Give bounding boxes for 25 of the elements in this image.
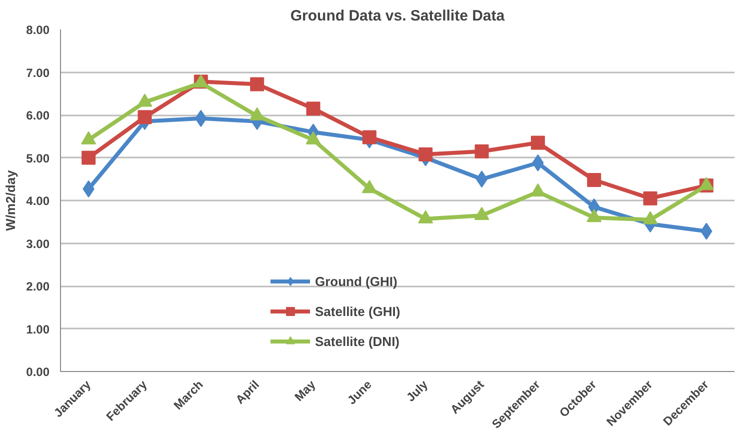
y-tick-label: 1.00	[26, 322, 50, 336]
legend-label: Ground (GHI)	[315, 274, 398, 288]
point	[82, 150, 96, 165]
point	[250, 77, 264, 92]
y-tick-label: 0.00	[26, 365, 50, 379]
point	[643, 191, 658, 206]
y-tick-label: 5.00	[26, 151, 50, 166]
point	[474, 144, 489, 158]
y-tick-label: 3.00	[26, 236, 50, 251]
point	[418, 147, 433, 162]
point	[306, 102, 320, 116]
legend-label: Satellite (GHI)	[315, 304, 400, 318]
y-tick-label: 2.00	[26, 280, 50, 294]
point	[138, 110, 152, 124]
point	[530, 136, 545, 150]
y-tick-label: 7.00	[26, 66, 50, 80]
point	[362, 130, 376, 144]
y-tick-label: 8.00	[26, 23, 50, 37]
y-axis-title: W/m2/day	[3, 169, 18, 231]
legend-label: Satellite (DNI)	[315, 334, 400, 348]
chart-title: Ground Data vs. Satellite Data	[290, 8, 506, 24]
y-tick-label: 6.00	[26, 108, 50, 122]
point	[476, 170, 488, 188]
y-tick-label: 4.00	[26, 194, 50, 208]
point	[587, 172, 602, 187]
